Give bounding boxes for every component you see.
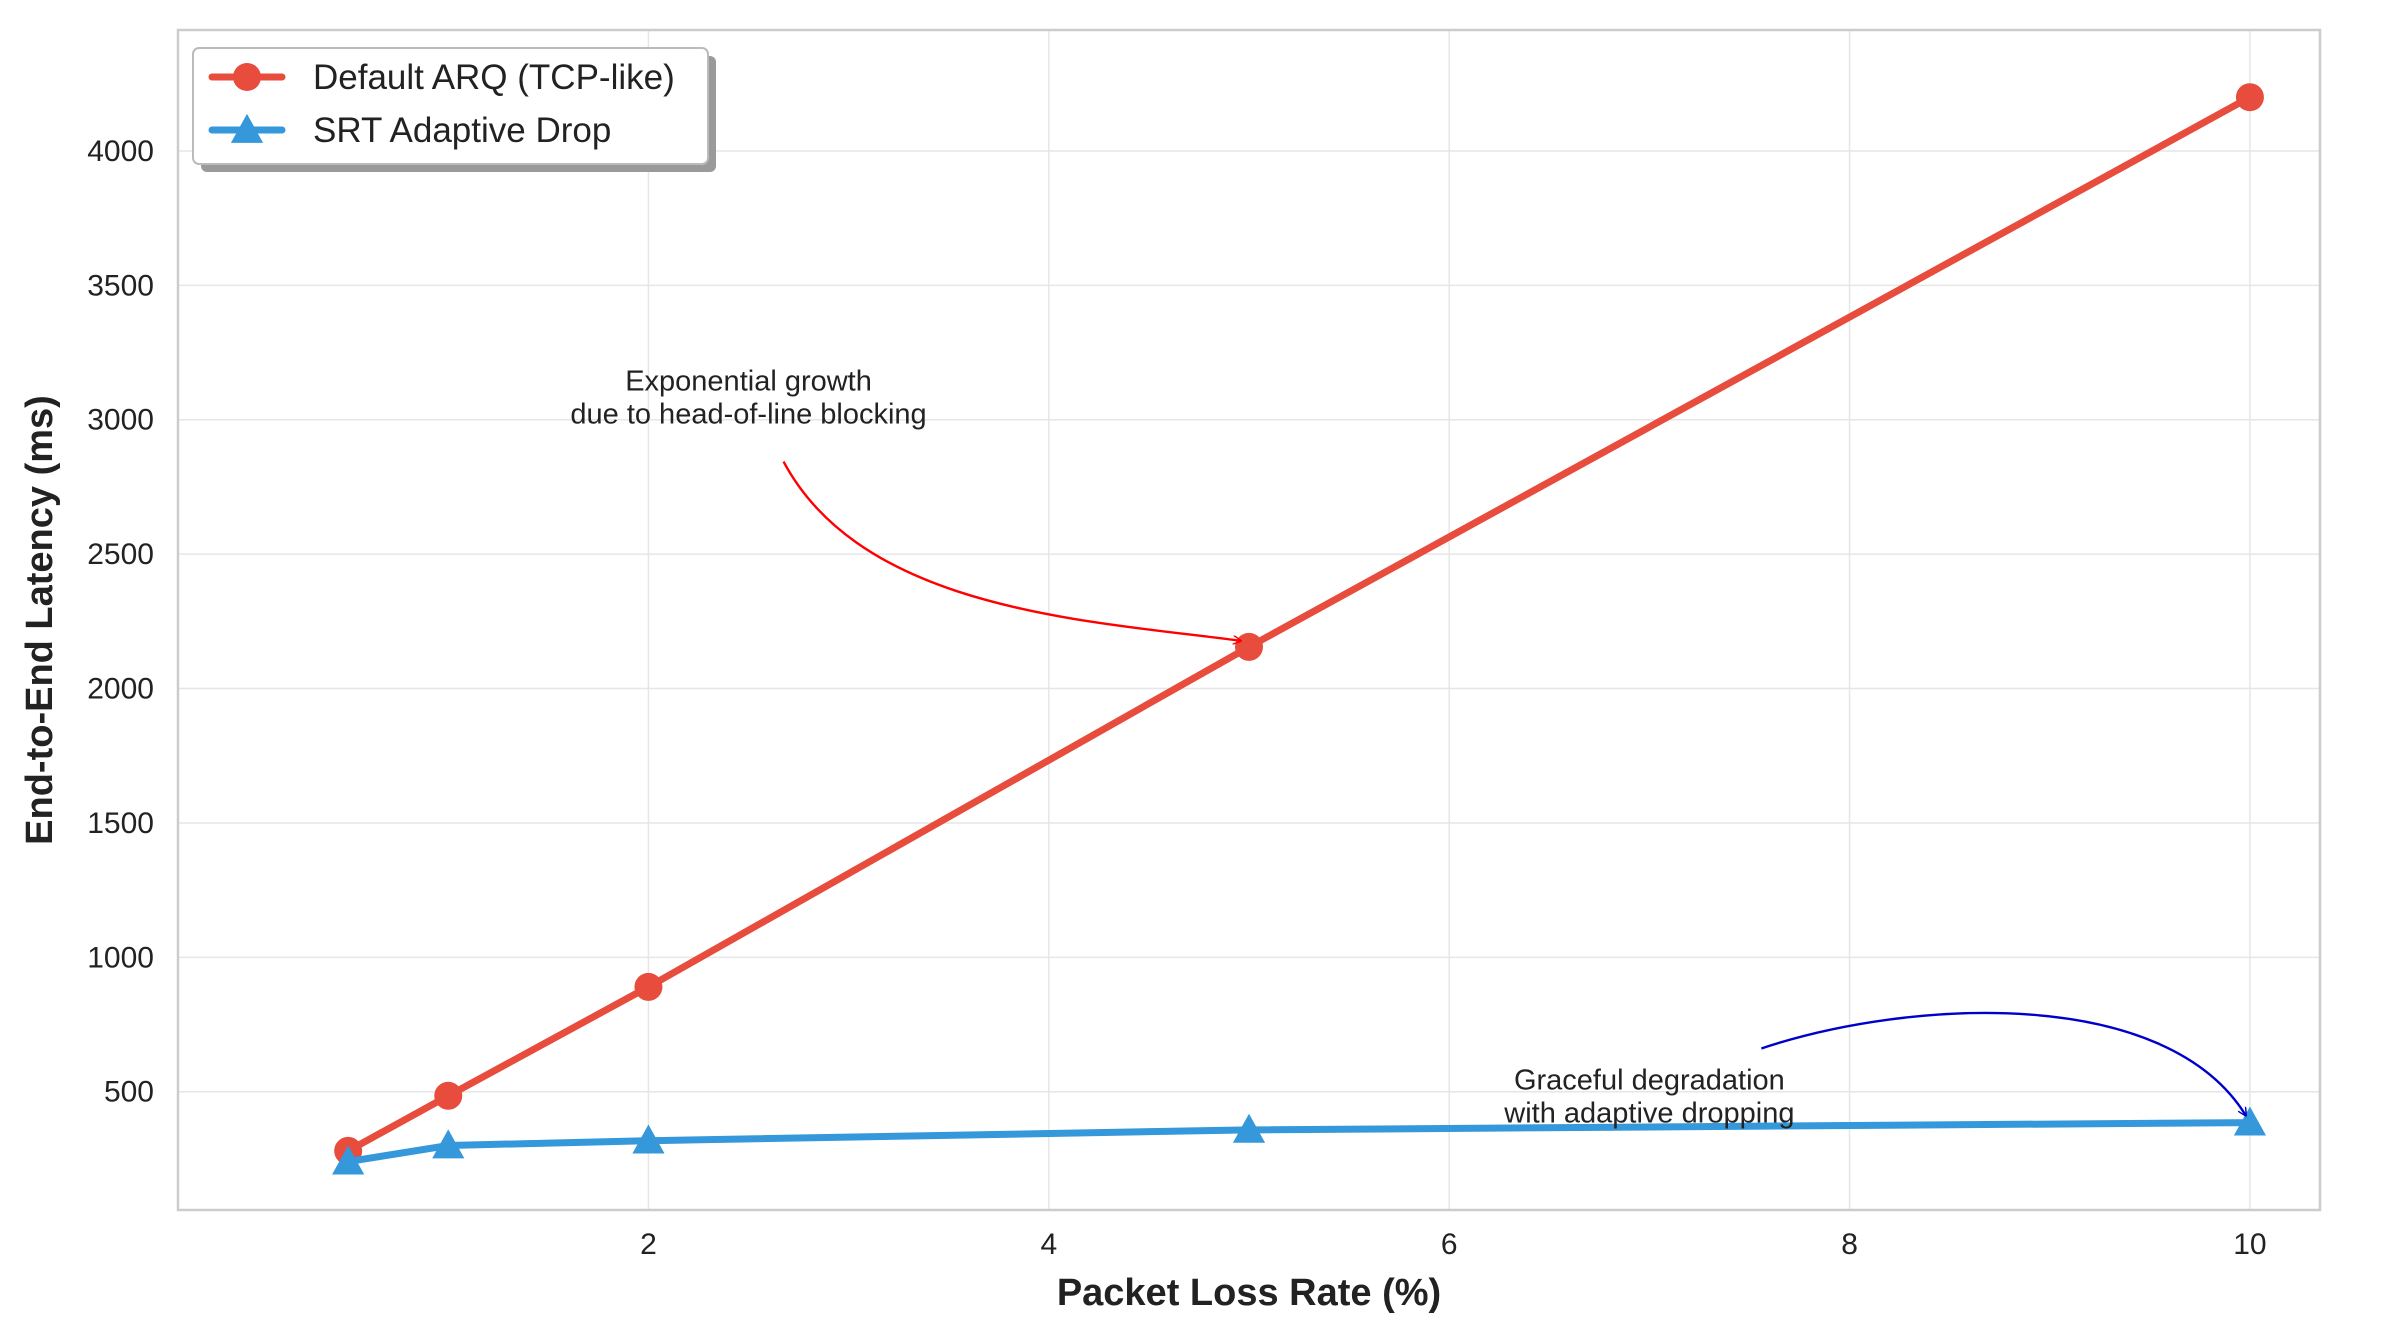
x-axis-ticks: 2 4 6 8 10	[640, 1228, 2267, 1261]
x-tick-label: 6	[1441, 1228, 1458, 1261]
y-tick-label: 1500	[87, 807, 154, 840]
data-point-1	[2235, 83, 2264, 112]
y-tick-label: 2500	[87, 538, 154, 571]
y-tick-label: 2000	[87, 673, 154, 706]
x-tick-label: 10	[2233, 1228, 2266, 1261]
x-tick-label: 2	[640, 1228, 657, 1261]
legend-marker-2	[230, 113, 264, 143]
x-tick-label: 8	[1841, 1228, 1858, 1261]
data-point-2	[1232, 1113, 1266, 1143]
y-axis-ticks: 500 1000 1500 2000 2500 3000 3500 4000	[87, 135, 154, 1109]
data-point-2	[632, 1124, 665, 1154]
data-point-2	[2233, 1106, 2267, 1136]
data-point-2	[332, 1145, 365, 1175]
legend-box	[192, 47, 709, 165]
data-point-1	[434, 1081, 463, 1110]
y-tick-label: 4000	[87, 135, 154, 168]
data-point-2	[432, 1129, 465, 1159]
legend: Default ARQ (TCP-like) SRT Adaptive Drop	[192, 47, 716, 172]
y-axis-title: End-to-End Latency (ms)	[19, 395, 61, 845]
y-tick-label: 500	[104, 1076, 154, 1109]
data-point-1	[634, 972, 663, 1001]
data-point-1	[1235, 632, 1263, 661]
annotation-text-2: with adaptive dropping	[1503, 1097, 1794, 1129]
legend-marker-1	[233, 63, 261, 91]
x-tick-label: 4	[1040, 1228, 1057, 1261]
annotation-text-1: due to head-of-line blocking	[570, 399, 926, 431]
annotation-text-2: Graceful degradation	[1514, 1064, 1785, 1096]
grid	[178, 30, 2320, 1210]
series-layer	[332, 83, 2267, 1175]
plot-background	[178, 30, 2320, 1210]
x-axis-title: Packet Loss Rate (%)	[1057, 1272, 1441, 1314]
y-tick-label: 1000	[87, 941, 154, 974]
plot-frame	[176, 28, 2322, 1212]
y-tick-label: 3000	[87, 404, 154, 437]
legend-label-2: SRT Adaptive Drop	[313, 111, 611, 150]
annotation-arrow-1	[782, 461, 1241, 641]
annotation-arrow-2	[1760, 1011, 2246, 1116]
legend-label-1: Default ARQ (TCP-like)	[313, 58, 675, 97]
y-tick-label: 3500	[87, 269, 154, 302]
annotation-text-1: Exponential growth	[625, 366, 872, 398]
